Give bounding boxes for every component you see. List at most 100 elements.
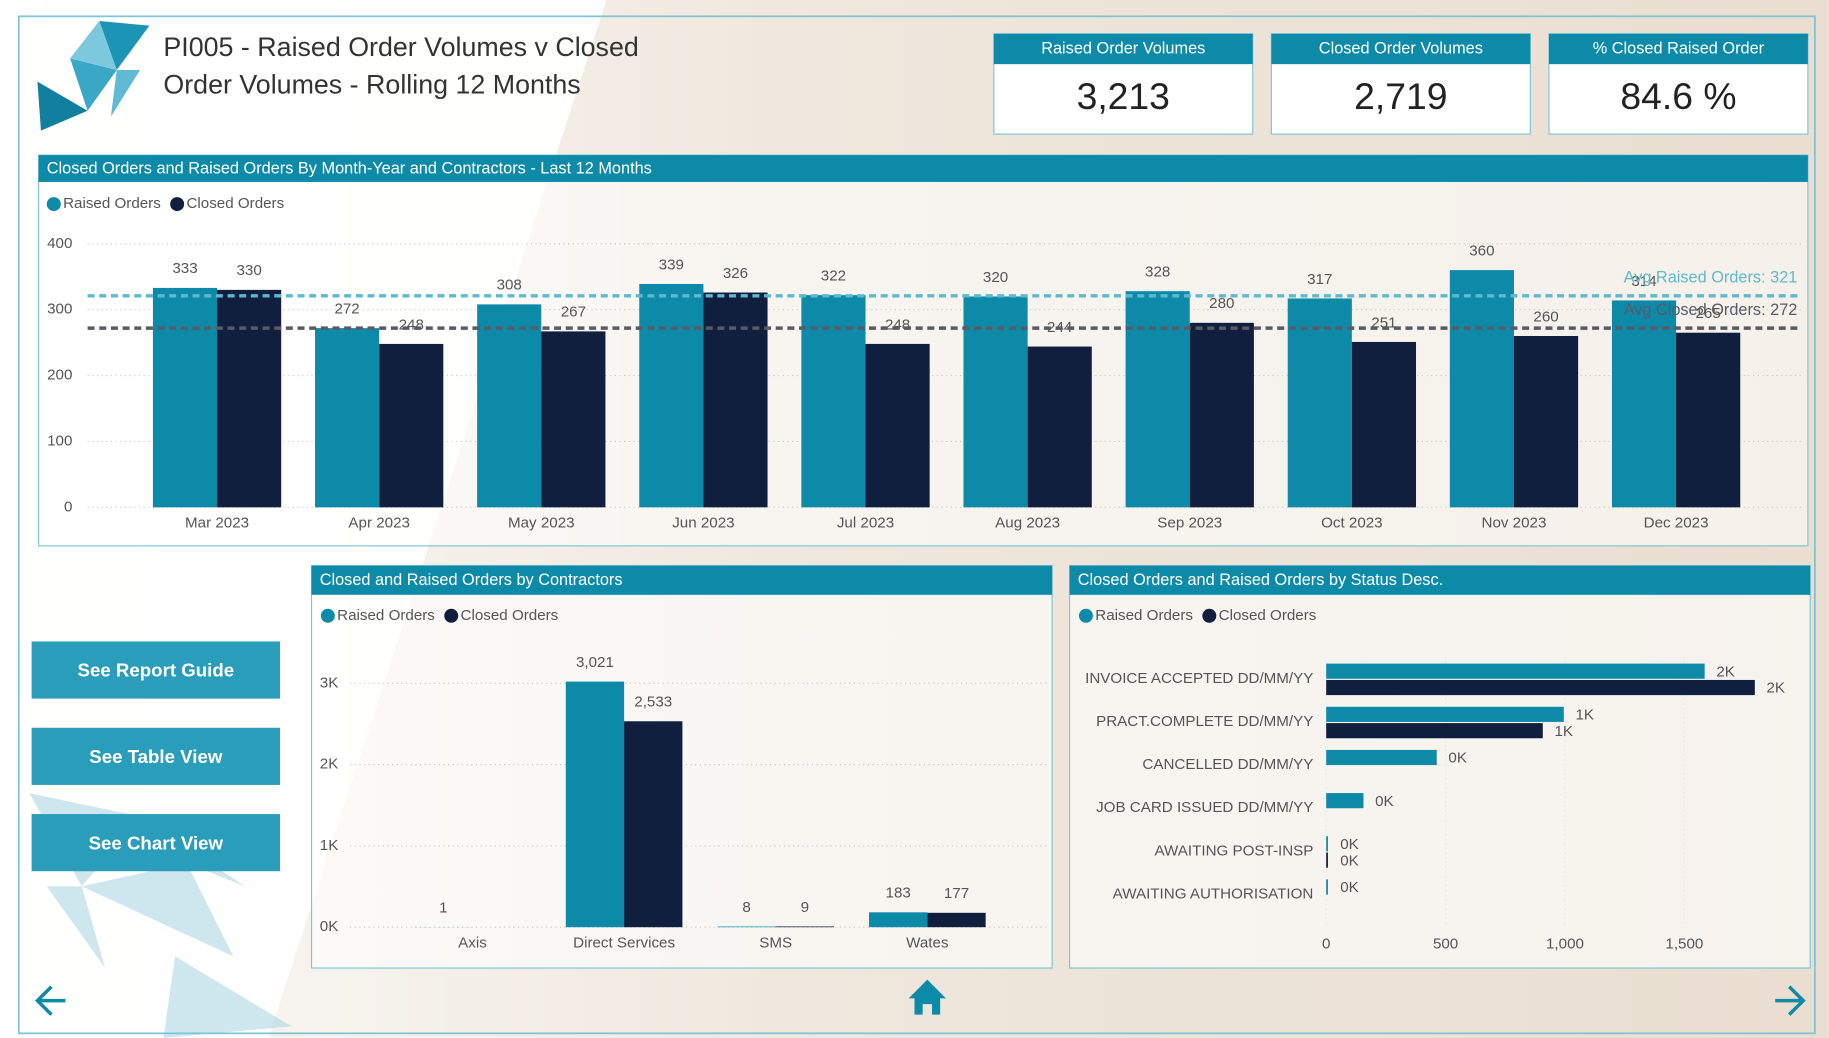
bar <box>1326 879 1328 894</box>
data-label: 8 <box>742 899 750 916</box>
kpi-title: % Closed Raised Order <box>1593 39 1765 57</box>
bar <box>1450 270 1514 507</box>
chart-title: Closed and Raised Orders by Contractors <box>320 571 623 589</box>
y-tick-label: 3K <box>320 674 339 691</box>
x-tick-label: 500 <box>1433 936 1458 953</box>
data-label: 2,533 <box>634 694 672 711</box>
kpi-value: 2,719 <box>1354 75 1447 117</box>
bar <box>1326 707 1564 722</box>
x-tick-label: SMS <box>759 935 792 952</box>
page-title: Order Volumes - Rolling 12 Months <box>163 69 580 99</box>
kpi-value: 3,213 <box>1077 75 1170 117</box>
kpi-value: 84.6 % <box>1620 75 1736 117</box>
kpi-title: Raised Order Volumes <box>1041 39 1205 57</box>
buttons: See Report Guide See Table View See Chart … <box>32 641 280 871</box>
x-tick-label: Direct Services <box>573 935 675 952</box>
x-tick-label: Axis <box>458 935 487 952</box>
page-title: PI005 - Raised Order Volumes v Closed <box>163 32 638 62</box>
data-label: 248 <box>399 316 424 333</box>
bar <box>624 721 682 927</box>
x-tick-label: 1,000 <box>1546 936 1584 953</box>
data-label: 0K <box>1340 836 1359 853</box>
data-label: 280 <box>1209 295 1234 312</box>
button-label[interactable]: See Chart View <box>89 832 224 853</box>
data-label: 177 <box>944 885 969 902</box>
button-label[interactable]: See Report Guide <box>78 660 235 681</box>
bar <box>153 288 217 507</box>
bar <box>1326 853 1328 868</box>
bar <box>217 290 281 507</box>
y-tick-label: 0 <box>64 498 72 515</box>
legend-marker <box>47 197 61 211</box>
data-label: 308 <box>497 277 522 294</box>
data-label: 360 <box>1469 242 1494 259</box>
bar <box>866 344 930 507</box>
y-tick-label: 400 <box>47 235 72 252</box>
data-label: 1K <box>1575 707 1594 724</box>
bar <box>703 293 767 508</box>
data-label: 248 <box>885 316 910 333</box>
x-tick-label: Apr 2023 <box>348 515 410 532</box>
x-tick-label: Jul 2023 <box>837 515 894 532</box>
data-label: 3,021 <box>576 654 614 671</box>
x-tick-label: Jun 2023 <box>672 515 734 532</box>
y-tick-label: CANCELLED DD/MM/YY <box>1142 756 1313 773</box>
data-label: 0K <box>1340 879 1359 896</box>
data-label: 0K <box>1375 793 1394 810</box>
legend-marker <box>1079 609 1093 623</box>
data-label: 330 <box>236 262 261 279</box>
bar <box>541 331 605 507</box>
y-tick-label: 1K <box>320 837 339 854</box>
x-tick-label: Mar 2023 <box>185 515 249 532</box>
data-label: 328 <box>1145 264 1170 281</box>
page: PI005 - Raised Order Volumes v Closed Or… <box>0 0 1829 1038</box>
nav-button[interactable]: See Table View <box>32 728 280 785</box>
data-label: 272 <box>334 300 359 317</box>
data-label: 267 <box>561 304 586 321</box>
chart-title: Closed Orders and Raised Orders by Statu… <box>1078 571 1443 589</box>
bar <box>869 912 927 927</box>
dashboard: PI005 - Raised Order Volumes v Closed Or… <box>0 0 1829 1038</box>
data-label: 320 <box>983 269 1008 286</box>
y-tick-label: AWAITING POST-INSP <box>1154 842 1313 859</box>
x-tick-label: Sep 2023 <box>1157 515 1222 532</box>
bar <box>1326 793 1363 808</box>
data-label: 1K <box>1554 723 1573 740</box>
x-tick-label: Wates <box>906 935 949 952</box>
bar <box>963 296 1027 507</box>
data-label: 1 <box>439 899 447 916</box>
kpi-cards: Raised Order Volumes 3,213 Closed Order Vo… <box>994 34 1808 134</box>
legend-marker <box>321 609 335 623</box>
y-tick-label: 2K <box>320 756 339 773</box>
button-label[interactable]: See Table View <box>89 746 223 767</box>
nav-button[interactable]: See Report Guide <box>32 641 280 698</box>
kpi-title: Closed Order Volumes <box>1319 39 1483 57</box>
x-tick-label: Oct 2023 <box>1321 515 1383 532</box>
bar <box>477 304 541 507</box>
reference-label: Avg Closed Orders: 272 <box>1624 301 1798 319</box>
bar <box>1352 342 1416 507</box>
bar <box>1028 347 1092 508</box>
data-label: 0K <box>1340 852 1359 869</box>
bar <box>717 927 775 928</box>
legend-label: Raised Orders <box>63 195 161 212</box>
legend-label: Raised Orders <box>1095 607 1193 624</box>
legend-label: Closed Orders <box>461 607 559 624</box>
data-label: 317 <box>1307 271 1332 288</box>
bar <box>1514 336 1578 507</box>
data-label: 9 <box>801 899 809 916</box>
x-tick-label: 1,500 <box>1665 936 1703 953</box>
x-tick-label: Nov 2023 <box>1482 515 1547 532</box>
y-tick-label: INVOICE ACCEPTED DD/MM/YY <box>1085 670 1313 687</box>
data-label: 183 <box>886 885 911 902</box>
y-tick-label: 0K <box>320 918 339 935</box>
x-tick-label: May 2023 <box>508 515 575 532</box>
bar <box>1326 836 1328 851</box>
reference-label: Avg Raised Orders: 321 <box>1624 269 1798 287</box>
nav-button[interactable]: See Chart View <box>32 814 280 871</box>
bar <box>379 344 443 507</box>
bar <box>1326 664 1704 679</box>
chart-title: Closed Orders and Raised Orders By Month… <box>47 159 652 177</box>
x-tick-label: Dec 2023 <box>1644 515 1709 532</box>
y-tick-label: 200 <box>47 367 72 384</box>
